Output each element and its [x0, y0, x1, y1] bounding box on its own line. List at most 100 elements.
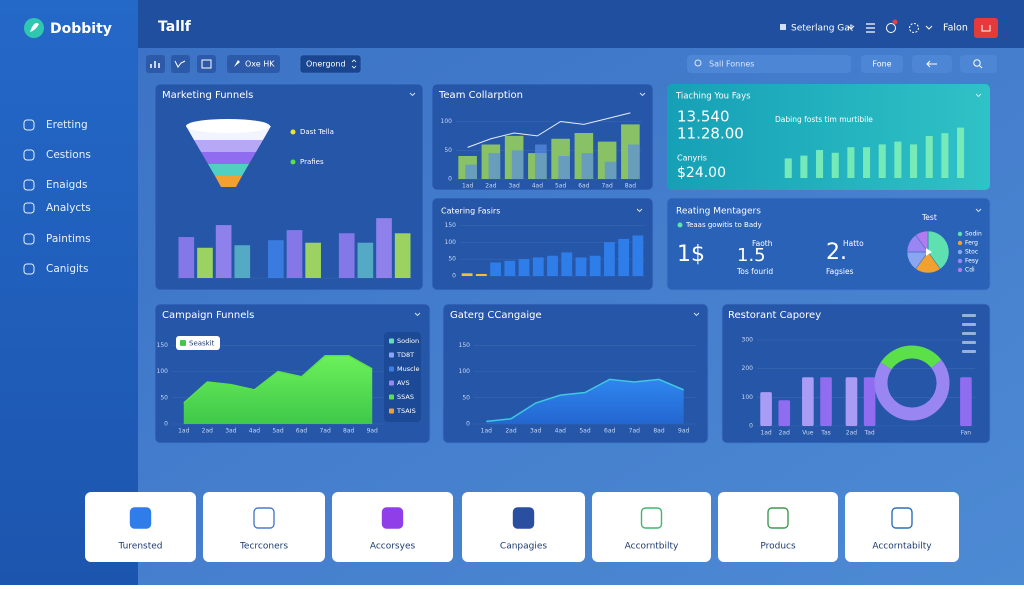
x-tick-label: 7ad: [601, 183, 612, 190]
area-line: [486, 378, 684, 423]
bar: [532, 257, 544, 276]
panel-title: Catering Fasirs: [441, 207, 500, 216]
area: [183, 355, 373, 424]
x-tick-label: 7ad: [629, 428, 640, 435]
card[interactable]: [845, 492, 959, 562]
bar: [778, 400, 791, 426]
selector[interactable]: Seterlang Gat: [791, 24, 854, 34]
panel-title: Restorant Caporey: [728, 310, 821, 321]
legend-swatch: [389, 338, 394, 344]
metric: 13.540: [677, 108, 730, 126]
panel-title: Gaterg CCangaige: [450, 310, 542, 321]
legend-dot: [957, 249, 963, 255]
card-icon: [640, 507, 663, 529]
legend-label: Dast Tella: [300, 128, 334, 136]
card-icon: [129, 507, 152, 529]
stat: 2.: [826, 240, 847, 265]
bar: [760, 392, 772, 426]
x-tick-label: 3ad: [530, 428, 541, 435]
bar: [575, 257, 587, 276]
legend-swatch: [962, 314, 976, 317]
legend-swatch: [962, 323, 976, 326]
y-tick-label: 0: [466, 421, 470, 428]
x-tick-label: 3ad: [508, 183, 519, 190]
bar: [558, 156, 570, 179]
subtitle: Teaas gowitis to Bady: [685, 221, 762, 229]
bar: [802, 377, 814, 426]
bar: [215, 225, 232, 278]
bar: [910, 144, 918, 178]
panel: [667, 84, 990, 190]
x-tick-label: 1ad: [178, 428, 189, 435]
bar: [925, 136, 933, 178]
legend-swatch: [962, 350, 976, 353]
status-dot: [677, 222, 683, 228]
search-icon-handle: [979, 65, 983, 69]
chevron: [925, 25, 933, 30]
notification-icon[interactable]: [886, 23, 896, 33]
legend-label: Sodion: [397, 337, 419, 345]
menu-item[interactable]: Eretting: [46, 119, 88, 131]
tool-button[interactable]: [197, 55, 216, 73]
metric: $24.00: [677, 165, 726, 181]
legend-dot: [957, 240, 963, 246]
calendar-icon: [201, 59, 212, 69]
stat-caption: Tos fourid: [736, 267, 773, 276]
bar: [863, 377, 876, 426]
search-box[interactable]: [687, 55, 851, 73]
legend-dot: [957, 231, 963, 237]
chevron: [847, 25, 855, 30]
menu-item[interactable]: Enaigds: [46, 179, 87, 191]
card[interactable]: [592, 492, 711, 562]
logout-icon: [981, 25, 991, 32]
y-tick-label: 100: [459, 368, 471, 375]
legend-dot: [957, 267, 963, 273]
bar: [957, 127, 965, 178]
x-tick-label: Fan: [961, 430, 972, 437]
x-tick-label: 2ad: [779, 430, 790, 437]
x-tick-label: 9ad: [367, 428, 378, 435]
menu-item[interactable]: Canigits: [46, 263, 89, 275]
settings-icon[interactable]: [909, 23, 919, 33]
panel-chevrons[interactable]: [409, 92, 982, 317]
logout-button[interactable]: [974, 18, 998, 38]
search-button[interactable]: [960, 55, 997, 73]
menu-item[interactable]: Cestions: [46, 149, 91, 161]
bar: [475, 273, 487, 276]
x-tick-label: 5ad: [579, 428, 590, 435]
y-tick-label: 100: [441, 118, 453, 125]
dropdown[interactable]: [299, 54, 362, 74]
x-tick-label: Tad: [864, 430, 875, 437]
updown-icon: [351, 59, 357, 69]
stat-label: Faoth: [752, 239, 773, 248]
menu-item[interactable]: Paintims: [46, 233, 91, 245]
topbar: [138, 0, 1024, 48]
button[interactable]: [861, 55, 903, 73]
user-name[interactable]: Falon: [943, 23, 968, 34]
bar: [618, 238, 630, 276]
card[interactable]: [718, 492, 838, 562]
legend-label: TD8T: [396, 351, 414, 359]
bar: [535, 144, 547, 179]
chip[interactable]: [227, 55, 280, 73]
card[interactable]: [203, 492, 325, 562]
legend-label: Fesy: [965, 258, 979, 265]
tooltip-icon: [180, 340, 186, 346]
pie-slice: [927, 230, 950, 270]
area-line: [183, 355, 373, 404]
legend-label: SSAS: [397, 393, 414, 401]
legend-dot: [957, 258, 963, 264]
legend-swatch: [389, 408, 394, 414]
legend-label: Muscle: [397, 365, 420, 373]
panel-title: Campaign Funnels: [162, 310, 254, 321]
y-tick-label: 150: [459, 342, 471, 349]
legend-swatch: [389, 366, 394, 372]
bar: [561, 252, 573, 276]
y-tick-label: 50: [448, 256, 456, 263]
x-tick-label: 1ad: [760, 430, 771, 437]
card-icon: [891, 507, 913, 529]
menu-icon[interactable]: [866, 23, 875, 33]
menu-item[interactable]: Analycts: [46, 202, 91, 214]
chip-label: Oxe HK: [245, 60, 275, 69]
